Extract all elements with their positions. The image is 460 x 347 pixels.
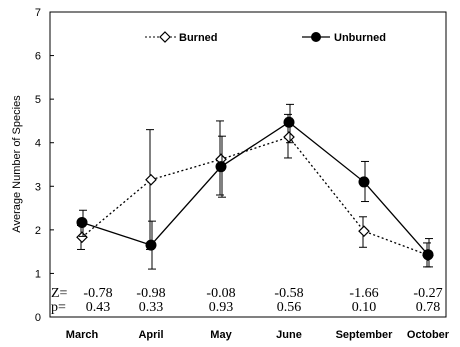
unburned-data-point — [358, 176, 370, 188]
y-axis: 0 1 2 3 4 5 6 7 — [35, 7, 54, 324]
unburned-data-point — [422, 249, 434, 261]
legend-burned-diamond-icon — [159, 31, 171, 43]
y-tick-label: 3 — [35, 181, 41, 193]
x-axis: March April May June September October — [66, 329, 450, 341]
series-unburned-line — [81, 121, 429, 256]
x-category-label: June — [276, 329, 302, 341]
x-category-label: April — [138, 329, 163, 341]
plot-frame — [49, 11, 447, 318]
z-value: -0.27 — [413, 286, 442, 301]
z-value: -0.78 — [83, 286, 112, 301]
stats-layer: Z=p= -0.78 -0.98 -0.08 -0.58 -1.66 -0.27 0.43 0.… — [51, 286, 443, 315]
legend-unburned-label: Unburned — [334, 32, 386, 44]
burned-data-point — [145, 173, 157, 186]
y-tick-label: 4 — [35, 138, 41, 150]
burned-data-point — [76, 231, 88, 244]
y-tick-label: 1 — [35, 268, 41, 280]
p-value: 0.78 — [416, 300, 441, 315]
y-tick-label: 2 — [35, 225, 41, 237]
y-tick-label: 7 — [35, 7, 41, 19]
x-category-label: May — [210, 329, 232, 341]
series-burned — [76, 113, 434, 268]
series-burned-line — [81, 136, 429, 256]
unburned-data-point — [145, 239, 157, 251]
unburned-data-point — [76, 216, 88, 228]
p-value: 0.43 — [86, 300, 111, 315]
x-category-label: September — [336, 329, 394, 341]
z-value: -0.58 — [274, 286, 303, 301]
legend-unburned-circle-icon — [311, 32, 321, 42]
y-axis-label: Average Number of Species — [11, 95, 23, 233]
y-tick-label: 5 — [35, 94, 41, 106]
y-tick-label: 6 — [35, 51, 41, 63]
series-layer — [76, 103, 434, 270]
z-value: -0.98 — [136, 286, 165, 301]
p-value: 0.93 — [209, 300, 234, 315]
z-value: -0.08 — [206, 286, 235, 301]
y-tick-label: 0 — [35, 312, 41, 324]
z-prefix: Z= — [51, 286, 68, 301]
burned-data-point — [283, 131, 295, 143]
x-category-label: October — [407, 329, 450, 341]
p-value: 0.10 — [352, 300, 377, 315]
p-value: 0.56 — [277, 300, 302, 315]
unburned-data-point — [283, 116, 295, 128]
p-value: 0.33 — [139, 300, 164, 315]
series-unburned — [76, 103, 434, 270]
legend: Burned Unburned — [145, 31, 386, 44]
unburned-data-point — [215, 161, 227, 173]
x-category-label: March — [66, 329, 99, 341]
z-value: -1.66 — [349, 286, 378, 301]
legend-burned-label: Burned — [179, 32, 218, 44]
p-prefix: p= — [51, 300, 66, 315]
burned-data-point — [358, 225, 370, 238]
